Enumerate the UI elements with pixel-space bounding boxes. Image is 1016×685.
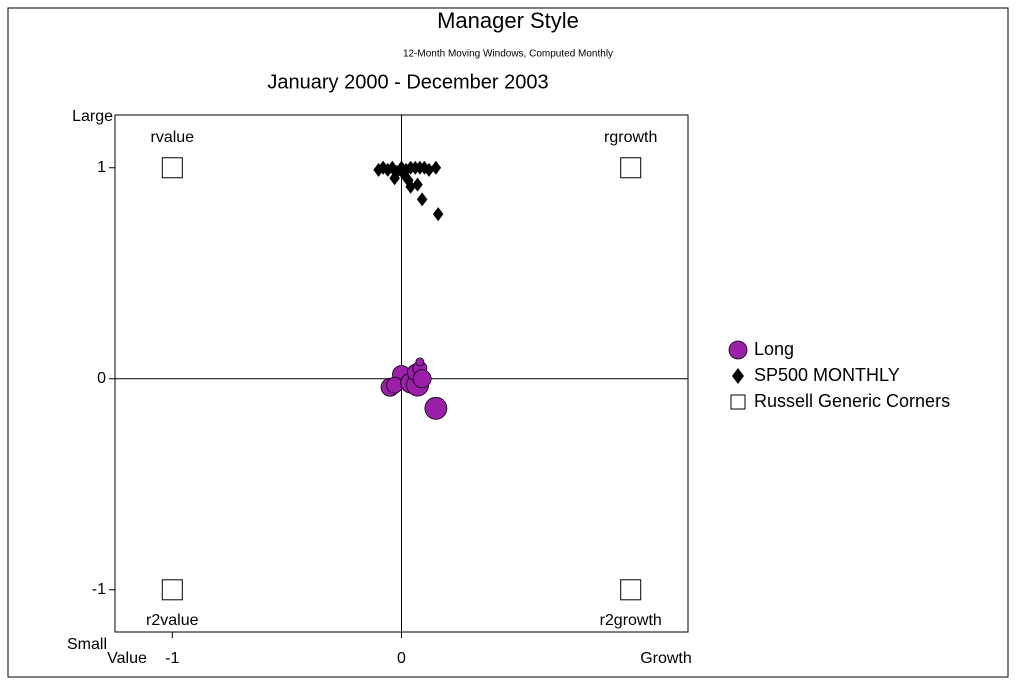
legend-marker (728, 340, 748, 360)
point-label: rvalue (151, 129, 195, 146)
axis-end-label: Small (67, 636, 107, 653)
axis-end-label: Growth (640, 650, 692, 667)
point (389, 171, 400, 186)
frame (7, 7, 1009, 678)
axis-end-label: Value (107, 650, 147, 667)
point-label: r2growth (600, 612, 662, 629)
x-tick-label: -1 (165, 650, 179, 667)
legend-marker (730, 394, 746, 410)
corner-marker (161, 579, 183, 601)
legend-label: SP500 MONTHLY (754, 365, 900, 385)
y-tick-label: -1 (92, 581, 106, 598)
legend-label: Long (754, 339, 794, 359)
point (412, 369, 432, 389)
legend-marker (732, 368, 744, 384)
period: January 2000 - December 2003 (267, 71, 548, 93)
corner-marker (620, 579, 642, 601)
point-label: r2value (146, 612, 199, 629)
chart-title: Manager Style (437, 8, 579, 33)
y-tick-label: 0 (97, 370, 106, 387)
point (398, 167, 410, 182)
chart-subtitle: 12-Month Moving Windows, Computed Monthl… (403, 49, 613, 60)
point (423, 162, 435, 177)
point-label: rgrowth (604, 129, 657, 146)
axis-end-label: Large (72, 108, 113, 125)
legend-label: Russell Generic Corners (754, 391, 950, 411)
point (386, 376, 404, 394)
point (412, 177, 423, 192)
point (430, 160, 442, 175)
point (416, 192, 428, 207)
point (432, 207, 444, 222)
corner-marker (161, 157, 183, 179)
point (405, 179, 416, 194)
x-tick-label: 0 (397, 650, 406, 667)
point (424, 396, 448, 420)
y-tick-label: 1 (97, 159, 106, 176)
point (415, 357, 425, 367)
corner-marker (620, 157, 642, 179)
